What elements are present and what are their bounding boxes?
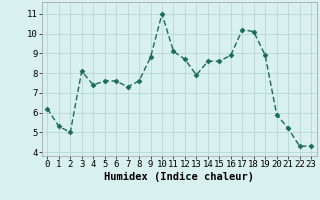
X-axis label: Humidex (Indice chaleur): Humidex (Indice chaleur): [104, 172, 254, 182]
